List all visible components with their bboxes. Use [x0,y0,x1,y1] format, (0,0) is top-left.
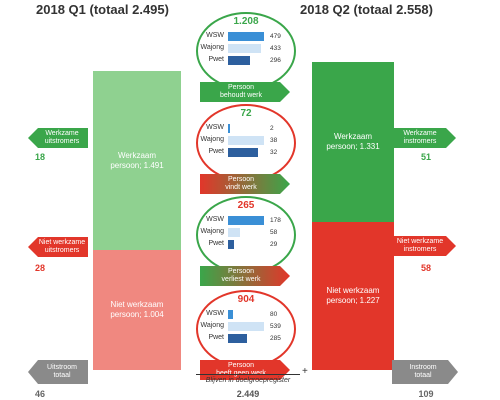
transition-row-bar [228,124,230,133]
footer-plus: + [302,366,308,377]
transition-total: 72 [240,108,252,119]
transition-row-bar [228,322,264,331]
transition-row-bar [228,148,259,157]
transition-row-value: 285 [270,335,281,342]
out-not-working-arrow-label: Niet werkzame uitstromers [38,238,86,254]
transition-row-label: WSW [206,216,224,223]
transition-row-value: 433 [270,45,281,52]
out-not-working-value: 28 [34,263,45,273]
transition-row-bar [228,240,234,249]
transition-row-value: 80 [270,311,278,318]
transition-row-value: 58 [270,229,278,236]
out-not-working-arrow [28,237,88,257]
transition-row-value: 32 [270,149,278,156]
transition-row-bar [228,216,264,225]
transition-row-label: Wajong [200,322,224,329]
transition-banner-arrow [200,360,290,380]
q2-working-label: Werkzaam [333,132,373,141]
in-working-arrow-label: Werkzame instromers [403,129,437,145]
transition-banner-label: Persoonheeft geen werk [216,361,266,377]
transition-row-label: Pwet [208,240,224,247]
transition-row-value: 479 [270,33,281,40]
q1-not-working-label: Niet werkzaam [110,300,164,309]
q2-title: 2018 Q2 (totaal 2.558) [300,2,433,17]
transition-row-label: Pwet [208,56,224,63]
transition-row-label: WSW [206,310,224,317]
in-total-arrow-label: Instroom totaal [409,363,437,379]
transition-row-bar [228,334,248,343]
in-not-working-value: 58 [420,263,431,273]
q2-working-value: persoon; 1.331 [326,142,380,151]
transition-total: 904 [237,294,255,305]
transition-row-value: 296 [270,57,281,64]
transition-row-bar [228,310,234,319]
q1-title: 2018 Q1 (totaal 2.495) [36,2,169,17]
transition-row-label: WSW [206,124,224,131]
transition-row-value: 38 [270,137,278,144]
footer-divider [196,374,300,375]
transition-row-label: Wajong [200,228,224,235]
q2-not-working-block: Niet werkzaam persoon; 1.227 [312,222,394,370]
transition-row-bar [228,44,261,53]
transition-row-label: Wajong [200,136,224,143]
out-working-value: 18 [34,152,45,162]
stay-value: 2.449 [236,389,260,399]
out-total-value: 46 [34,389,45,399]
transition-total: 1.208 [233,16,259,27]
in-total-arrow [392,360,458,384]
stay-label: Blijven in doelgroepregister [205,377,291,384]
transition-row-bar [228,136,264,145]
transition-banner-label: Persoon behoudt werk [219,83,263,99]
q1-not-working-block: Niet werkzaam persoon; 1.004 [93,250,181,370]
transition-banner-label: Persoon vindt werk [225,175,257,191]
q1-working-label: Werkzaam [117,150,157,160]
transition-oval [196,196,296,274]
q1-not-working-value: persoon; 1.004 [110,310,164,319]
transition-row-value: 539 [270,323,281,330]
q1-working-block: Werkzaam persoon; 1.491 [93,71,181,250]
transition-row-label: Wajong [200,44,224,51]
transition-total: 265 [237,200,255,211]
transition-row-bar [228,228,240,237]
transition-row-bar [228,56,251,65]
transition-banner-arrow [200,82,290,102]
transition-row-value: 29 [270,241,278,248]
in-working-value: 51 [420,152,431,162]
in-not-working-arrow-label: Niet werkzame instromers [396,237,444,253]
out-working-arrow-label: Werkzame uitstromers [44,129,80,145]
q2-not-working-value: persoon; 1.227 [326,296,380,305]
transition-row-label: WSW [206,32,224,39]
transition-banner-arrow [200,174,290,194]
transition-banner-arrow [200,266,290,286]
q2-working-block: Werkzaam persoon; 1.331 [312,62,394,222]
out-total-arrow [28,360,88,384]
out-total-arrow-label: Uitstroom totaal [47,363,77,379]
in-total-value: 109 [418,389,434,399]
in-working-arrow [388,128,456,148]
transition-row-value: 2 [270,125,274,132]
q2-not-working-label: Niet werkzaam [326,286,380,295]
transition-row-label: Pwet [208,334,224,341]
transition-row-bar [228,32,264,41]
transition-banner-label: Persoon verliest werk [221,267,261,283]
q1-working-value: persoon; 1.491 [110,160,164,170]
out-working-arrow [28,128,88,148]
transition-row-value: 178 [270,217,281,224]
in-not-working-arrow [388,236,456,256]
transition-row-label: Pwet [208,148,224,155]
